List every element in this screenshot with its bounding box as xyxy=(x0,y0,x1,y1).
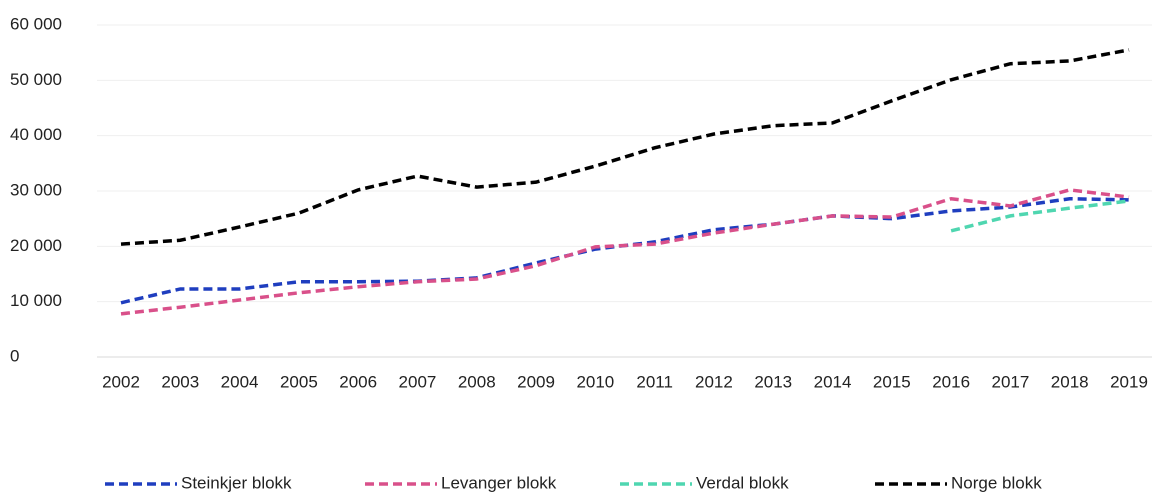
series-line xyxy=(120,188,1130,316)
x-tick-label: 2015 xyxy=(873,372,911,391)
x-tick-label: 2004 xyxy=(221,372,259,391)
legend-label: Norge blokk xyxy=(951,473,1042,492)
legend-label: Steinkjer blokk xyxy=(181,473,292,492)
x-tick-label: 2011 xyxy=(636,372,673,391)
x-tick-label: 2007 xyxy=(399,372,437,391)
x-tick-label: 2003 xyxy=(161,372,199,391)
x-tick-label: 2010 xyxy=(576,372,614,391)
x-tick-label: 2012 xyxy=(695,372,733,391)
legend-label: Verdal blokk xyxy=(696,473,789,492)
x-tick-label: 2019 xyxy=(1110,372,1148,391)
series-line xyxy=(120,48,1130,246)
y-tick-label: 50 000 xyxy=(10,70,62,89)
y-tick-label: 0 xyxy=(10,346,19,365)
y-tick-label: 10 000 xyxy=(10,291,62,310)
legend-label: Levanger blokk xyxy=(441,473,557,492)
series-line xyxy=(950,199,1130,233)
x-tick-label: 2008 xyxy=(458,372,496,391)
x-tick-label: 2009 xyxy=(517,372,555,391)
x-tick-label: 2013 xyxy=(754,372,792,391)
x-tick-label: 2002 xyxy=(102,372,140,391)
x-tick-label: 2017 xyxy=(991,372,1029,391)
y-tick-label: 20 000 xyxy=(10,236,62,255)
x-tick-label: 2018 xyxy=(1051,372,1089,391)
x-tick-label: 2005 xyxy=(280,372,318,391)
y-tick-label: 60 000 xyxy=(10,14,62,33)
x-tick-label: 2006 xyxy=(339,372,377,391)
series-line xyxy=(120,196,1130,305)
x-tick-label: 2014 xyxy=(814,372,852,391)
x-tick-label: 2016 xyxy=(932,372,970,391)
y-tick-label: 30 000 xyxy=(10,180,62,199)
y-tick-label: 40 000 xyxy=(10,125,62,144)
